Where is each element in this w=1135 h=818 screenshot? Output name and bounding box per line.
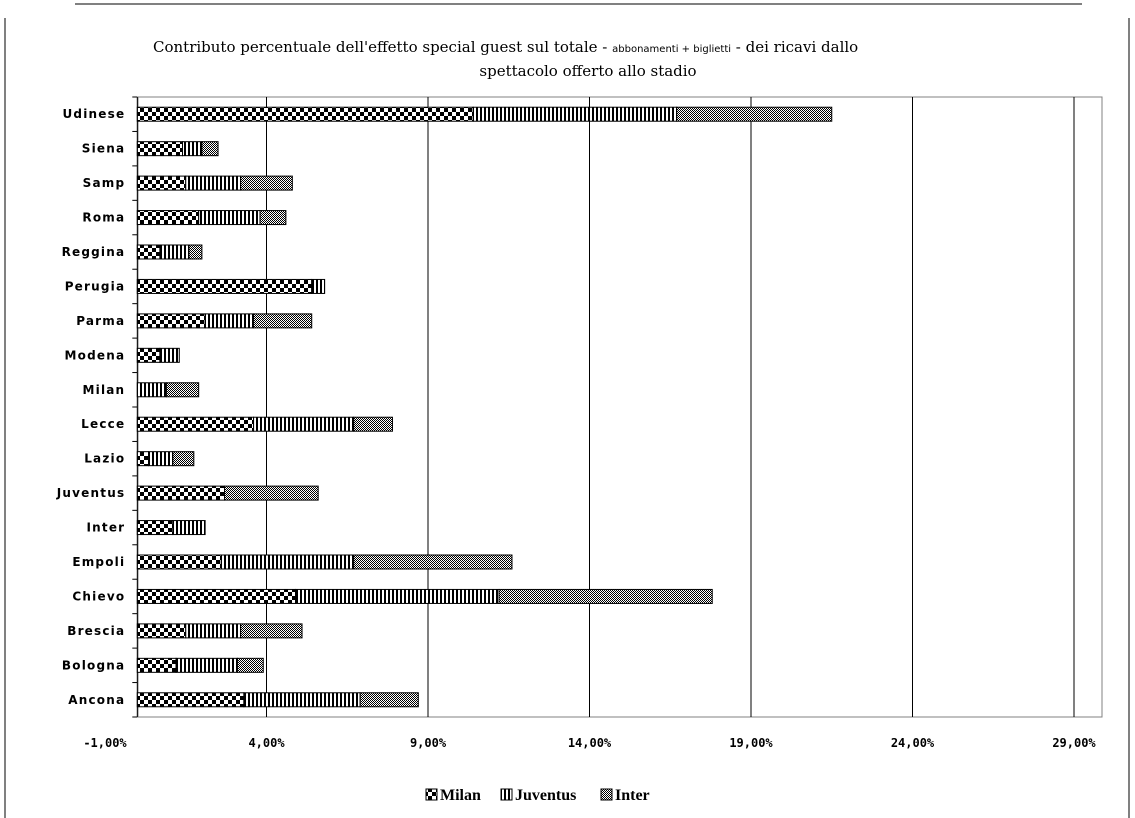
legend-label-milan: Milan xyxy=(440,787,481,804)
chart-title-line-2: spettacolo offerto allo stadio xyxy=(479,62,696,80)
bar-segment-milan xyxy=(136,313,206,329)
legend-swatch-inter xyxy=(600,788,613,801)
x-tick-label: 19,00% xyxy=(729,736,773,750)
title-part-1: Contributo percentuale dell'effetto spec… xyxy=(153,38,612,56)
category-label: Juventus xyxy=(56,486,126,500)
bar-segment-milan xyxy=(136,175,187,191)
category-label: Parma xyxy=(76,314,125,328)
bar-segment-inter xyxy=(353,416,393,432)
bar-segment-inter xyxy=(236,657,264,673)
legend-label-juventus: Juventus xyxy=(515,787,576,804)
bar-segment-milan xyxy=(136,623,187,639)
bar-segment-inter xyxy=(188,244,203,260)
bar-segment-juventus xyxy=(136,382,167,398)
category-label: Udinese xyxy=(62,107,125,121)
bar-segment-juventus xyxy=(175,657,238,673)
category-label: Milan xyxy=(82,383,125,397)
bar-segment-juventus xyxy=(185,623,242,639)
bar-segment-milan xyxy=(136,141,184,157)
category-label: Lecce xyxy=(81,417,125,431)
bar-segment-inter xyxy=(172,451,195,467)
title-part-3: - dei ricavi dallo xyxy=(731,38,858,56)
bar-segment-milan xyxy=(136,278,313,294)
bar-segment-milan xyxy=(136,210,200,226)
bar-segment-juventus xyxy=(311,278,326,294)
legend-label-inter: Inter xyxy=(615,787,650,804)
x-tick-label: 24,00% xyxy=(891,736,935,750)
category-label: Modena xyxy=(65,348,126,362)
bar-segment-inter xyxy=(498,588,713,604)
bar-segment-juventus xyxy=(198,210,261,226)
legend: Milan Juventus Inter xyxy=(420,782,740,812)
category-label: Chievo xyxy=(72,589,125,603)
bar-segment-juventus xyxy=(185,175,242,191)
bar-segment-juventus xyxy=(159,347,180,363)
legend-swatch-juventus xyxy=(500,788,513,801)
bar-segment-juventus xyxy=(159,244,190,260)
bar-segment-juventus xyxy=(172,520,206,536)
category-label: Lazio xyxy=(84,452,125,466)
title-part-2: abbonamenti + biglietti xyxy=(612,44,731,55)
category-label: Roma xyxy=(82,211,125,225)
bar-segment-inter xyxy=(165,382,200,398)
bar-segment-inter xyxy=(359,692,419,708)
bar-segment-juventus xyxy=(472,106,678,122)
x-tick-label: -1,00% xyxy=(83,736,127,750)
bar-segment-inter xyxy=(353,554,513,570)
bar-segment-inter xyxy=(240,175,293,191)
bar-segment-inter xyxy=(253,313,313,329)
bar-segment-inter xyxy=(676,106,833,122)
bar-segment-inter xyxy=(201,141,219,157)
bars xyxy=(136,106,833,708)
bar-segment-inter xyxy=(224,485,319,501)
bar-segment-juventus xyxy=(243,692,361,708)
category-label: Inter xyxy=(86,521,125,535)
category-label: Siena xyxy=(82,142,126,156)
bar-segment-milan xyxy=(136,485,226,501)
bar-segment-juventus xyxy=(148,451,174,467)
gridlines xyxy=(266,97,1075,717)
bar-segment-milan xyxy=(136,451,150,467)
chart-title-line-1: Contributo percentuale dell'effetto spec… xyxy=(153,38,858,56)
bar-segment-milan xyxy=(136,657,177,673)
bar-segment-milan xyxy=(136,520,174,536)
category-label: Reggina xyxy=(62,245,126,259)
x-tick-label: 29,00% xyxy=(1052,736,1096,750)
x-tick-label: 4,00% xyxy=(248,736,285,750)
category-label: Brescia xyxy=(67,624,125,638)
bar-segment-milan xyxy=(136,416,255,432)
bar-segment-juventus xyxy=(295,588,500,604)
bar-segment-milan xyxy=(136,692,245,708)
category-labels: Udinese Siena Samp Roma Reggina Perugia Parma M… xyxy=(56,107,126,707)
plot-area xyxy=(137,96,1103,718)
bar-segment-milan xyxy=(136,347,161,363)
legend-swatch-milan xyxy=(425,788,438,801)
legend-box xyxy=(420,782,740,812)
bar-segment-milan xyxy=(136,244,161,260)
x-tick-label: 9,00% xyxy=(410,736,447,750)
x-tick-label: 14,00% xyxy=(568,736,612,750)
bar-segment-inter xyxy=(240,623,303,639)
category-label: Empoli xyxy=(72,555,125,569)
bar-segment-milan xyxy=(136,106,474,122)
category-label: Ancona xyxy=(68,693,125,707)
category-label: Bologna xyxy=(62,658,125,672)
bar-segment-juventus xyxy=(204,313,255,329)
x-axis: -1,00% 4,00% 9,00% 14,00% 19,00% 24,00% 29,00% xyxy=(83,96,1096,750)
category-label: Samp xyxy=(83,176,126,190)
category-label: Perugia xyxy=(65,279,126,293)
bar-segment-juventus xyxy=(253,416,355,432)
bar-segment-juventus xyxy=(220,554,355,570)
bar-segment-milan xyxy=(136,554,222,570)
bar-segment-juventus xyxy=(182,141,203,157)
bar-segment-inter xyxy=(259,210,287,226)
bar-segment-milan xyxy=(136,588,297,604)
